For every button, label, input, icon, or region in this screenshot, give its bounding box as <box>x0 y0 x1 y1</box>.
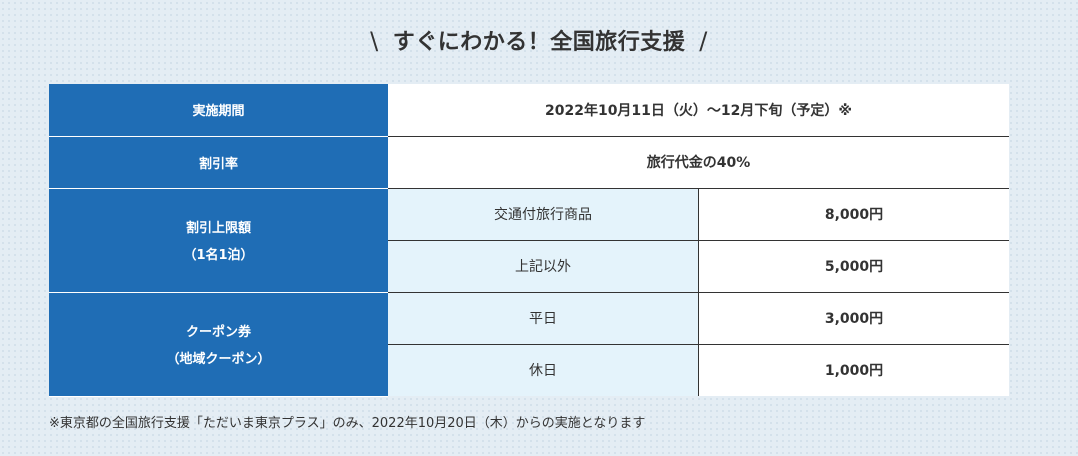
coupon-amount-weekday: 3,000円 <box>698 292 1009 345</box>
table-row-period: 実施期間 2022年10月11日（火）〜12月下旬（予定）※ <box>49 84 1009 137</box>
table-row-cap-other: 上記以外 5,000円 <box>49 240 1009 293</box>
heading-slash-left: \ <box>370 27 379 55</box>
coupon-label-line2: （地域クーポン） <box>166 352 271 367</box>
discount-rate-label: 割引率 <box>49 136 388 189</box>
coupon-amount-holiday: 1,000円 <box>698 344 1009 396</box>
coupon-label-line1: クーポン券 <box>185 325 251 340</box>
coupon-label: クーポン券 （地域クーポン） <box>49 292 388 397</box>
period-label: 実施期間 <box>49 84 388 137</box>
cap-category-other: 上記以外 <box>388 240 699 293</box>
table-row-coupon-weekday: クーポン券 （地域クーポン） 平日 3,000円 <box>49 292 1009 397</box>
heading-slash-right: / <box>699 27 708 55</box>
discount-cap-label: 割引上限額 （1名1泊） <box>49 188 388 293</box>
discount-cap-label-line2: （1名1泊） <box>183 248 254 263</box>
cap-amount-transport: 8,000円 <box>698 188 1009 241</box>
footnote: ※東京都の全国旅行支援「ただいま東京プラス」のみ、2022年10月20日（木）か… <box>49 416 646 431</box>
table-row-cap-transport: 割引上限額 （1名1泊） 交通付旅行商品 8,000円 <box>49 188 1009 293</box>
cap-category-transport: 交通付旅行商品 <box>388 188 699 241</box>
coupon-category-weekday: 平日 <box>388 292 699 345</box>
heading-title: すぐにわかる！全国旅行支援 <box>392 30 686 55</box>
table-row-discount-rate: 割引率 旅行代金の40% <box>49 136 1009 189</box>
section-heading: \ すぐにわかる！全国旅行支援 / <box>0 24 1078 56</box>
table-row-coupon-holiday: 休日 1,000円 <box>49 344 1009 396</box>
coupon-category-holiday: 休日 <box>388 344 699 396</box>
travel-support-table: 実施期間 2022年10月11日（火）〜12月下旬（予定）※ 割引率 旅行代金の… <box>49 84 1009 397</box>
period-value: 2022年10月11日（火）〜12月下旬（予定）※ <box>388 84 1009 137</box>
discount-rate-value: 旅行代金の40% <box>388 136 1009 189</box>
cap-amount-other: 5,000円 <box>698 240 1009 293</box>
discount-cap-label-line1: 割引上限額 <box>185 221 251 236</box>
